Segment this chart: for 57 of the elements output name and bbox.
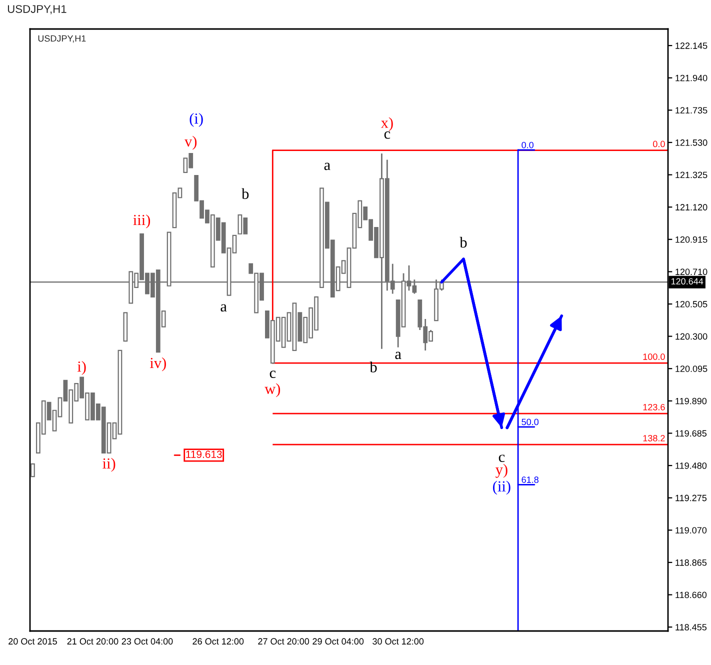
- ref-line-label: 120.644: [671, 278, 704, 285]
- x-tick-label: 26 Oct 12:00: [192, 638, 244, 645]
- x-tick-label: 27 Oct 20:00: [258, 638, 310, 645]
- annotation: c: [384, 131, 390, 139]
- y-tick-label: 120.300: [676, 333, 708, 340]
- y-tick-label: 119.685: [676, 430, 707, 437]
- annotation: b: [370, 362, 377, 372]
- y-tick-label: 121.120: [676, 204, 708, 210]
- x-tick-label: 20 Oct 2015: [8, 638, 57, 645]
- annotation: (ii): [493, 480, 510, 495]
- annotation: 119.613: [186, 450, 222, 458]
- annotation: 0.0: [653, 140, 665, 148]
- annotation: b: [460, 236, 467, 248]
- candlestick: [30, 463, 35, 478]
- annotation: a: [220, 304, 227, 312]
- annotation: b: [242, 188, 249, 199]
- y-tick-label: 121.325: [676, 172, 708, 178]
- y-tick-label: 120.710: [676, 268, 708, 276]
- annotation: c: [270, 370, 276, 378]
- annotation: 100.0: [643, 354, 665, 360]
- y-tick-label: 122.145: [676, 42, 708, 49]
- x-tick-label: 21 Oct 20:00: [67, 638, 118, 645]
- y-tick-label: 121.530: [676, 139, 708, 146]
- annotation: 50.0: [522, 418, 539, 426]
- y-tick-label: 119.890: [676, 398, 707, 404]
- annotation: ii): [102, 458, 116, 472]
- annotation: c: [498, 454, 505, 462]
- x-tick-label: 23 Oct 04:00: [122, 638, 173, 645]
- annotation: a: [395, 352, 402, 360]
- annotation: i): [77, 361, 86, 375]
- y-tick-label: 119.070: [676, 527, 707, 534]
- y-tick-label: 120.505: [676, 300, 708, 308]
- annotation: 0.0: [522, 142, 534, 148]
- y-tick-label: 118.865: [676, 559, 707, 566]
- y-tick-label: 121.735: [676, 107, 708, 114]
- annotation: y): [496, 464, 508, 478]
- annotation: 61.8: [522, 476, 538, 483]
- y-tick-label: 119.275: [676, 494, 707, 502]
- x-tick-label: 29 Oct 04:00: [312, 638, 364, 645]
- annotation: a: [324, 162, 330, 170]
- annotation: iii): [133, 214, 150, 228]
- annotation: (i): [190, 112, 203, 127]
- annotation: w): [264, 383, 280, 398]
- annotation: v): [184, 136, 197, 150]
- annotation: x): [380, 117, 393, 132]
- y-tick-label: 119.480: [676, 462, 707, 469]
- annotation: iv): [150, 357, 166, 372]
- chart-title: USDJPY,H1: [8, 5, 66, 14]
- x-tick-label: 30 Oct 12:00: [372, 638, 424, 645]
- y-tick-label: 120.915: [676, 236, 708, 243]
- y-tick-label: 121.940: [676, 74, 708, 82]
- y-tick-label: 118.660: [676, 592, 707, 598]
- annotation: 138.2: [643, 435, 665, 442]
- annotation: 123.6: [643, 404, 665, 410]
- y-tick-label: 120.095: [676, 366, 708, 372]
- text: USDJPY,H1: [38, 35, 86, 43]
- y-tick-label: 118.455: [676, 624, 707, 630]
